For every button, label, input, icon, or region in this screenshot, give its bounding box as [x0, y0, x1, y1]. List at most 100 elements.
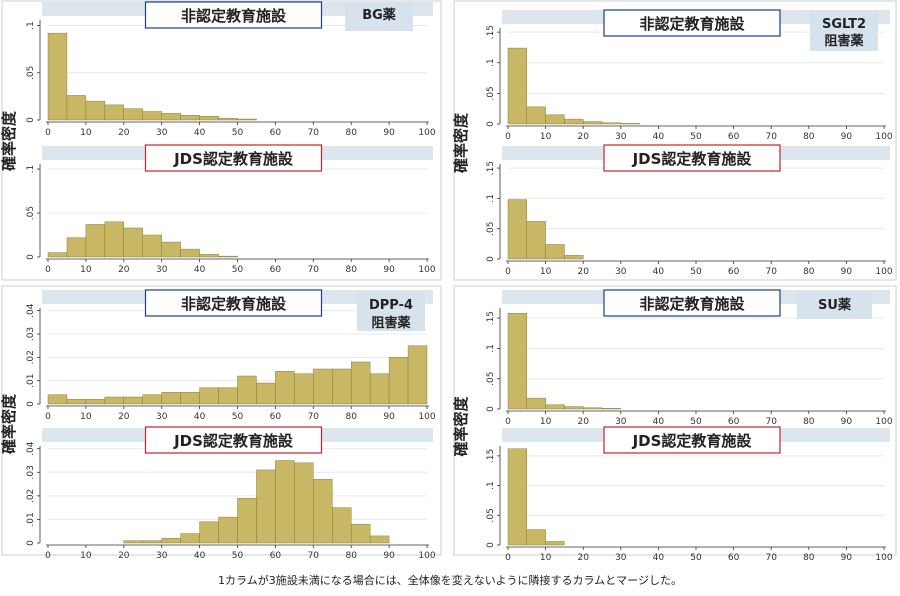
histogram-bar	[275, 460, 295, 544]
panel-title: JDS認定教育施設	[173, 150, 294, 168]
y-tick-label: 0	[486, 256, 496, 262]
histogram-bar	[313, 479, 333, 544]
y-tick-label: .01	[26, 374, 36, 388]
y-tick-label: .02	[26, 350, 36, 364]
panel-title-box	[603, 426, 781, 454]
x-tick-label: 30	[615, 132, 627, 142]
panel-title: 非認定教育施設	[639, 295, 745, 313]
histogram-bar	[161, 392, 181, 405]
histogram-bar	[161, 538, 181, 544]
histogram-bar	[545, 244, 565, 260]
panel-jds-certified: 0 .05 .1 .15 0 10 20 30 40 50 60 70 80 90 100 JDS認定教育施設	[486, 144, 893, 277]
y-tick-label: .02	[26, 489, 36, 503]
x-tick-label: 100	[418, 265, 435, 275]
chart-2: 0.05.1.150 10 20 30 40 50 60 70 80 90 100非認定教育施設0.…	[452, 0, 897, 281]
x-tick-label: 0	[505, 132, 511, 142]
histogram-bar	[526, 529, 546, 546]
y-tick-label: .05	[26, 66, 36, 80]
y-tick-label: 0	[486, 121, 496, 127]
x-tick-label: 20	[118, 128, 130, 138]
x-tick-label: 0	[45, 128, 51, 138]
histogram-bar	[123, 396, 143, 405]
x-tick-label: 10	[540, 132, 552, 142]
histogram-bar	[199, 387, 219, 405]
x-tick-label: 10	[540, 553, 552, 563]
x-tick-label: 20	[577, 553, 589, 563]
histogram-bar	[275, 371, 295, 405]
histogram-bar	[256, 469, 276, 544]
x-tick-label: 70	[765, 553, 777, 563]
x-tick-label: 80	[803, 267, 815, 277]
y-tick-label: .1	[486, 58, 496, 67]
panel-title: JDS認定教育施設	[632, 432, 753, 450]
x-tick-label: 20	[118, 551, 130, 561]
drug-badge-label: 阻害薬	[371, 315, 411, 331]
panel-title-box	[144, 426, 323, 454]
panel-jds-certified: 0 .05 .1 .15 0 10 20 30 40 50 60 70 80 90 100 JDS認定教育施設	[486, 426, 893, 563]
histogram-bar	[199, 254, 219, 258]
y-tick-label: 0	[26, 254, 36, 260]
histogram-bar	[369, 373, 390, 405]
x-tick-label: 20	[577, 267, 589, 277]
y-tick-label: 0	[26, 117, 36, 123]
chart-3: 0.01.02.03.040 10 20 30 40 50 60 70 80 90 100非認定教育…	[0, 285, 442, 561]
panel-title-box	[144, 289, 323, 317]
panel-title: 非認定教育施設	[181, 7, 287, 25]
histogram-bar	[294, 462, 314, 544]
x-tick-label: 70	[765, 267, 777, 277]
y-tick-label: 0	[26, 540, 36, 546]
histogram-bar	[104, 221, 124, 258]
x-tick-label: 40	[653, 132, 665, 142]
y-axis-label: 確率密度	[452, 396, 470, 458]
x-tick-label: 70	[765, 132, 777, 142]
x-tick-label: 0	[45, 265, 51, 275]
histogram-bar	[507, 448, 527, 546]
chart-frame	[453, 0, 897, 281]
histogram-bar	[545, 404, 565, 410]
histogram-bar	[104, 396, 124, 405]
histogram-bar	[388, 357, 409, 405]
chart-frame	[1, 0, 442, 281]
histogram-bar	[85, 224, 106, 258]
x-tick-label: 60	[270, 412, 282, 422]
histogram-bar	[564, 118, 584, 125]
panel-title-box	[603, 289, 781, 317]
histogram-bar	[313, 368, 333, 405]
histogram-bar	[564, 406, 584, 410]
x-tick-label: 30	[156, 551, 168, 561]
x-tick-label: 100	[418, 128, 435, 138]
x-tick-label: 40	[653, 267, 665, 277]
x-tick-label: 10	[540, 267, 552, 277]
y-tick-label: .1	[26, 21, 36, 30]
histogram-bar	[123, 227, 143, 258]
x-tick-label: 50	[690, 132, 702, 142]
y-tick-label: .15	[486, 25, 496, 39]
x-tick-label: 80	[345, 412, 357, 422]
x-tick-label: 50	[690, 417, 702, 427]
histogram-bar	[47, 252, 68, 258]
x-tick-label: 80	[803, 553, 815, 563]
drug-badge-label: DPP-4	[369, 298, 413, 313]
panel-title-box	[144, 144, 323, 172]
histogram-bar	[526, 221, 546, 260]
x-tick-label: 10	[80, 128, 92, 138]
y-tick-label: .15	[486, 311, 496, 325]
x-tick-label: 100	[875, 132, 892, 142]
x-tick-label: 50	[232, 412, 244, 422]
histogram-bar	[601, 408, 621, 410]
histogram-bar	[582, 407, 603, 410]
x-tick-label: 80	[803, 417, 815, 427]
x-tick-label: 10	[80, 551, 92, 561]
x-tick-label: 100	[875, 417, 892, 427]
x-tick-label: 90	[841, 553, 853, 563]
drug-badge-label: SU薬	[818, 297, 852, 313]
histogram-bar	[85, 399, 106, 405]
x-tick-label: 100	[418, 412, 435, 422]
y-tick-label: 0	[26, 401, 36, 407]
histogram-bar	[180, 248, 200, 258]
x-tick-label: 40	[194, 412, 206, 422]
histogram-bar	[142, 234, 162, 258]
histogram-bar	[237, 375, 257, 405]
histogram-bar	[218, 255, 238, 258]
panel-title: 非認定教育施設	[181, 295, 287, 313]
